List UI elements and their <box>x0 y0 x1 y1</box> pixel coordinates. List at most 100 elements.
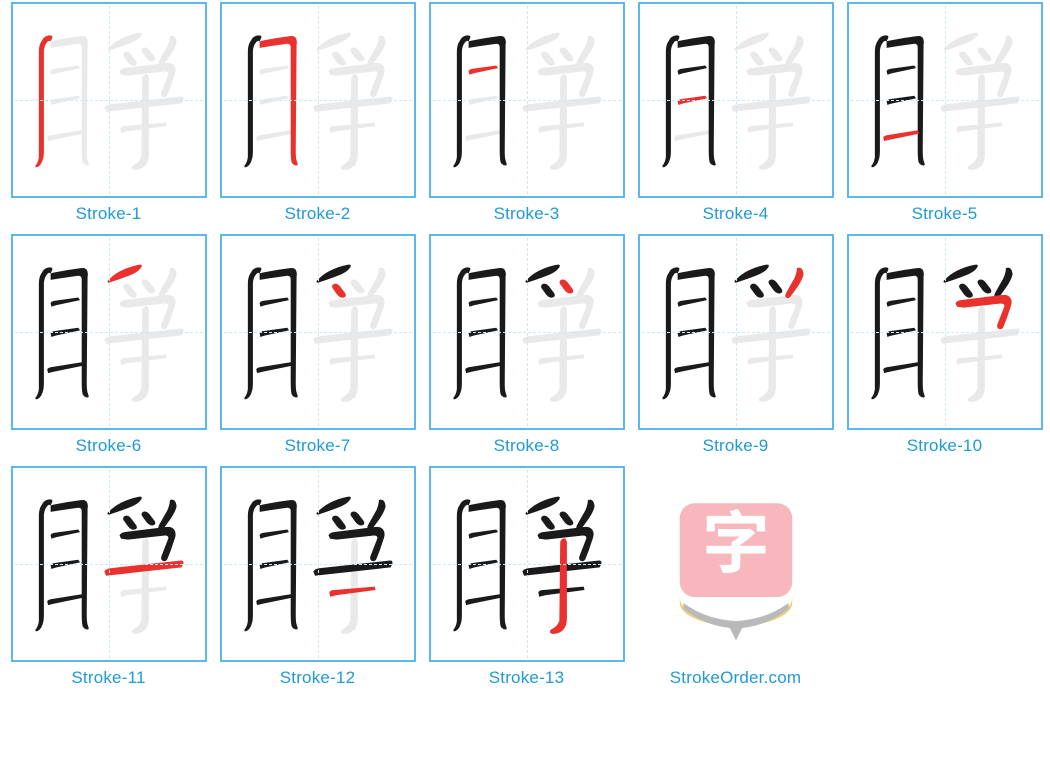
stroke-7-done <box>332 516 346 530</box>
stroke-8-pending <box>141 279 155 293</box>
stroke-7-pending <box>123 284 137 298</box>
stroke-cell-box <box>11 466 207 662</box>
stroke-cell-9: Stroke-9 <box>631 234 840 456</box>
stroke-7-pending <box>541 52 555 66</box>
stroke-4-done <box>259 328 288 337</box>
stroke-9-pending <box>158 36 176 66</box>
stroke-6-pending <box>943 33 977 51</box>
logo-cell: 字 StrokeOrder.com <box>631 466 840 688</box>
stroke-cell-box <box>638 2 834 198</box>
stroke-9-done <box>994 268 1012 298</box>
logo-label[interactable]: StrokeOrder.com <box>670 668 802 688</box>
stroke-8-done <box>768 279 782 293</box>
stroke-cell-box <box>220 2 416 198</box>
logo-icon: 字 <box>661 492 811 642</box>
stroke-4-pending <box>259 96 288 105</box>
stroke-6-done <box>316 497 350 515</box>
stroke-4-pending <box>50 96 79 105</box>
stroke-13-pending <box>758 74 775 169</box>
stroke-6-done <box>107 497 141 515</box>
stroke-label: Stroke-6 <box>76 436 142 456</box>
stroke-cell-box <box>847 234 1043 430</box>
stroke-9-pending <box>367 36 385 66</box>
stroke-6-active <box>107 265 141 283</box>
stroke-7-done <box>750 284 764 298</box>
stroke-9-pending <box>576 36 594 66</box>
stroke-3-done <box>468 298 497 307</box>
stroke-label: Stroke-12 <box>280 668 356 688</box>
stroke-13-pending <box>340 538 357 633</box>
stroke-1-done <box>244 267 261 399</box>
stroke-cell-12: Stroke-12 <box>213 466 422 688</box>
stroke-1-done <box>662 35 679 167</box>
stroke-label: Stroke-9 <box>703 436 769 456</box>
stroke-8-done <box>350 511 364 525</box>
stroke-4-done <box>50 560 79 569</box>
stroke-7-active <box>332 284 346 298</box>
stroke-7-done <box>959 284 973 298</box>
stroke-5-done <box>674 362 710 373</box>
svg-text:字: 字 <box>702 492 770 587</box>
stroke-7-pending <box>332 52 346 66</box>
stroke-cell-box <box>220 466 416 662</box>
stroke-3-pending <box>50 66 79 75</box>
stroke-8-done <box>141 511 155 525</box>
stroke-6-done <box>943 265 977 283</box>
stroke-4-done <box>259 560 288 569</box>
stroke-3-done <box>259 530 288 539</box>
stroke-5-done <box>883 362 919 373</box>
stroke-3-done <box>886 66 915 75</box>
stroke-1-done <box>244 499 261 631</box>
stroke-7-pending <box>750 52 764 66</box>
stroke-8-done <box>977 279 991 293</box>
stroke-8-active <box>559 279 573 293</box>
stroke-13-pending <box>549 306 566 401</box>
stroke-cell-box <box>11 2 207 198</box>
stroke-4-done <box>886 328 915 337</box>
stroke-label: Stroke-4 <box>703 204 769 224</box>
stroke-4-done <box>468 560 497 569</box>
stroke-13-pending <box>758 306 775 401</box>
stroke-9-pending <box>994 36 1012 66</box>
stroke-1-active <box>35 35 52 167</box>
stroke-5-done <box>465 362 501 373</box>
stroke-1-done <box>35 267 52 399</box>
stroke-label: Stroke-5 <box>912 204 978 224</box>
stroke-9-pending <box>576 268 594 298</box>
stroke-1-done <box>871 35 888 167</box>
stroke-label: Stroke-3 <box>494 204 560 224</box>
stroke-9-pending <box>158 268 176 298</box>
stroke-9-done <box>367 500 385 530</box>
stroke-cell-13: Stroke-13 <box>422 466 631 688</box>
stroke-6-pending <box>525 33 559 51</box>
stroke-cell-8: Stroke-8 <box>422 234 631 456</box>
stroke-4-pending <box>468 96 497 105</box>
stroke-order-grid: Stroke-1Stroke-2Stroke-3Stroke-4Stroke-5… <box>4 2 1050 698</box>
stroke-9-done <box>158 500 176 530</box>
stroke-8-pending <box>350 47 364 61</box>
stroke-1-done <box>871 267 888 399</box>
stroke-3-done <box>677 298 706 307</box>
stroke-1-done <box>453 35 470 167</box>
stroke-7-done <box>541 284 555 298</box>
stroke-4-done <box>677 328 706 337</box>
stroke-8-pending <box>768 47 782 61</box>
stroke-3-done <box>259 298 288 307</box>
stroke-7-done <box>123 516 137 530</box>
stroke-label: Stroke-11 <box>71 668 145 688</box>
stroke-label: Stroke-8 <box>494 436 560 456</box>
stroke-8-pending <box>141 47 155 61</box>
stroke-6-pending <box>316 33 350 51</box>
stroke-8-done <box>559 511 573 525</box>
stroke-cell-3: Stroke-3 <box>422 2 631 224</box>
stroke-9-pending <box>367 268 385 298</box>
stroke-cell-box <box>220 234 416 430</box>
stroke-13-active <box>549 538 566 633</box>
stroke-cell-box <box>11 234 207 430</box>
stroke-5-pending <box>674 130 710 141</box>
stroke-3-done <box>50 530 79 539</box>
stroke-cell-4: Stroke-4 <box>631 2 840 224</box>
stroke-label: Stroke-10 <box>907 436 983 456</box>
stroke-8-pending <box>977 47 991 61</box>
stroke-6-done <box>734 265 768 283</box>
